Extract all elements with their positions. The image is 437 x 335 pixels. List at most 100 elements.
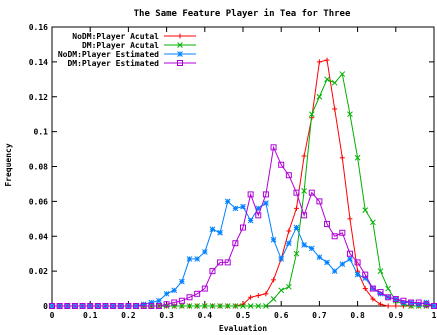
data-point: [140, 303, 147, 309]
y-tick-label: 0: [43, 302, 48, 311]
data-point: [248, 294, 254, 300]
data-point: [339, 261, 346, 268]
data-point: [79, 303, 86, 309]
data-point: [324, 76, 330, 83]
data-point: [94, 303, 101, 309]
data-point: [194, 290, 201, 297]
data-point: [209, 303, 216, 309]
data-point: [224, 259, 231, 266]
data-point: [293, 205, 299, 211]
data-point: [324, 57, 330, 63]
data-point: [232, 303, 239, 309]
data-point: [285, 240, 292, 247]
data-point: [255, 303, 262, 309]
x-tick-label: 0.9: [389, 311, 404, 320]
data-point: [286, 228, 292, 234]
data-point: [370, 219, 376, 226]
data-point: [369, 285, 376, 292]
x-tick-label: 0.7: [312, 311, 327, 320]
data-point: [156, 297, 162, 304]
y-tick-label: 0.06: [29, 197, 48, 206]
data-point: [347, 216, 353, 222]
data-point: [240, 203, 246, 210]
data-point: [301, 242, 307, 248]
data-point: [293, 189, 300, 196]
data-point: [155, 303, 162, 309]
data-point: [148, 299, 155, 306]
data-point: [232, 205, 239, 212]
data-point: [293, 250, 300, 257]
data-point: [392, 296, 399, 303]
data-point: [278, 161, 285, 168]
data-point: [186, 294, 193, 301]
data-point: [316, 198, 323, 205]
x-axis-label: Evaluation: [219, 323, 267, 333]
data-point: [163, 290, 170, 297]
data-point: [209, 226, 216, 233]
data-point: [209, 268, 216, 275]
data-point: [385, 294, 392, 301]
y-tick-label: 0.16: [29, 23, 48, 32]
data-point: [201, 249, 208, 255]
data-point: [278, 256, 285, 262]
data-point: [171, 287, 178, 294]
data-point: [347, 256, 353, 262]
series-3: [49, 144, 437, 309]
data-point: [308, 111, 315, 118]
data-point: [102, 303, 109, 309]
data-point: [201, 303, 208, 309]
series-line: [52, 145, 435, 307]
data-point: [163, 301, 170, 308]
data-point: [354, 271, 361, 278]
x-tick-label: 0.3: [159, 311, 174, 320]
x-tick-label: 0.4: [198, 311, 213, 320]
data-point: [224, 303, 231, 309]
data-point: [240, 224, 246, 231]
data-point: [316, 93, 323, 100]
data-point: [400, 297, 407, 304]
data-point: [56, 303, 63, 309]
data-point: [71, 303, 78, 309]
data-point: [186, 303, 193, 309]
data-point: [362, 271, 369, 278]
data-point: [217, 259, 224, 266]
data-point: [224, 198, 231, 205]
series-layer: [49, 57, 437, 309]
data-point: [347, 111, 353, 118]
data-point: [201, 285, 208, 292]
data-point: [423, 301, 430, 308]
data-point: [255, 212, 262, 219]
data-point: [194, 303, 201, 309]
data-point: [308, 189, 315, 196]
data-point: [148, 303, 155, 309]
data-point: [270, 296, 277, 302]
y-tick-label: 0.04: [29, 232, 48, 241]
chart-title: The Same Feature Player in Tea for Three: [134, 8, 351, 19]
data-point: [194, 256, 201, 262]
y-axis-label: Frequency: [4, 143, 13, 187]
y-tick-label: 0.1: [34, 128, 49, 137]
data-point: [301, 153, 307, 159]
data-point: [171, 299, 178, 306]
data-point: [316, 59, 322, 65]
data-point: [331, 233, 338, 240]
data-point: [217, 229, 223, 236]
data-point: [308, 245, 315, 252]
data-point: [285, 172, 292, 179]
data-point: [255, 293, 261, 299]
x-tick-label: 0.8: [350, 311, 365, 320]
data-point: [125, 303, 132, 309]
data-point: [324, 221, 331, 228]
data-point: [408, 299, 415, 306]
data-point: [179, 303, 185, 309]
data-point: [271, 277, 277, 283]
legend-marker: [177, 42, 183, 48]
series-0: [49, 57, 437, 309]
legend-label: DM:Player Acutal: [82, 41, 159, 50]
data-point: [110, 303, 117, 309]
data-point: [133, 303, 140, 309]
series-1: [49, 71, 437, 309]
data-point: [217, 303, 223, 309]
